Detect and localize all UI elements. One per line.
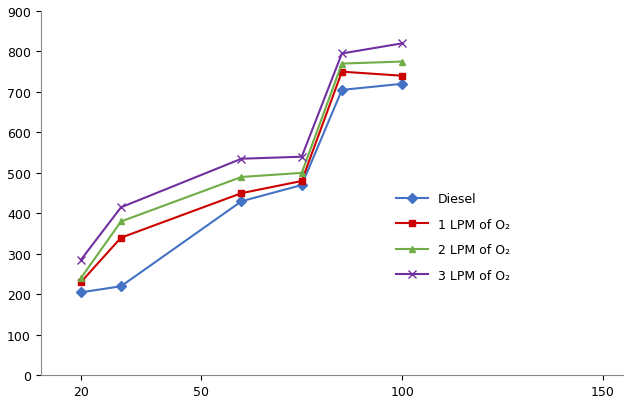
- Diesel: [117, 284, 125, 289]
- Line: 1 LPM of O₂: 1 LPM of O₂: [77, 69, 406, 286]
- Line: 3 LPM of O₂: 3 LPM of O₂: [77, 40, 406, 264]
- 1 LPM of O₂: [117, 236, 125, 241]
- Diesel: [398, 82, 406, 87]
- 1 LPM of O₂: [238, 191, 245, 196]
- 3 LPM of O₂: [77, 258, 84, 263]
- Legend: Diesel, 1 LPM of O₂, 2 LPM of O₂, 3 LPM of O₂: Diesel, 1 LPM of O₂, 2 LPM of O₂, 3 LPM …: [396, 193, 510, 282]
- 2 LPM of O₂: [398, 60, 406, 65]
- 2 LPM of O₂: [117, 220, 125, 224]
- 1 LPM of O₂: [77, 280, 84, 285]
- Diesel: [77, 290, 84, 295]
- 2 LPM of O₂: [298, 171, 306, 176]
- Line: Diesel: Diesel: [77, 81, 406, 296]
- Line: 2 LPM of O₂: 2 LPM of O₂: [77, 59, 406, 282]
- 2 LPM of O₂: [77, 276, 84, 281]
- 3 LPM of O₂: [298, 155, 306, 160]
- Diesel: [298, 183, 306, 188]
- Diesel: [338, 88, 346, 93]
- 2 LPM of O₂: [338, 62, 346, 67]
- 1 LPM of O₂: [298, 179, 306, 184]
- 1 LPM of O₂: [398, 74, 406, 79]
- 3 LPM of O₂: [117, 205, 125, 210]
- 1 LPM of O₂: [338, 70, 346, 75]
- 3 LPM of O₂: [238, 157, 245, 162]
- 3 LPM of O₂: [338, 52, 346, 57]
- 2 LPM of O₂: [238, 175, 245, 180]
- Diesel: [238, 199, 245, 204]
- 3 LPM of O₂: [398, 42, 406, 47]
